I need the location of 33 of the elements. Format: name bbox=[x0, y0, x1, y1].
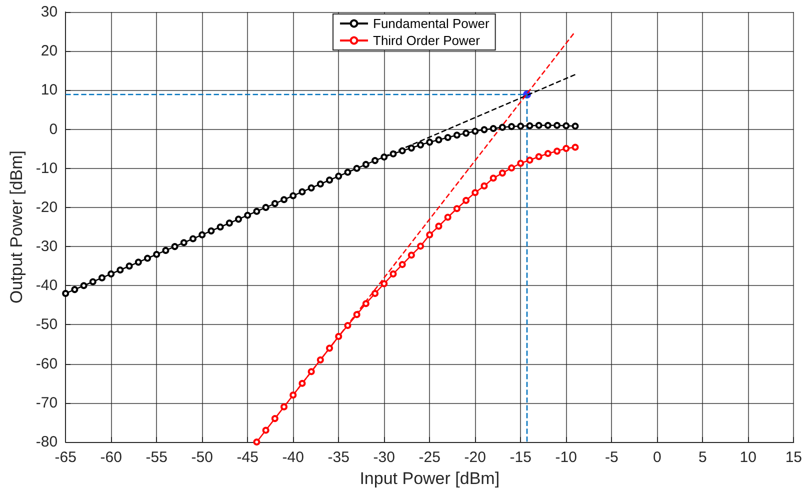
y-tick-label: -80 bbox=[36, 434, 58, 450]
y-tick-label: -60 bbox=[36, 355, 58, 372]
legend-label: Fundamental Power bbox=[373, 16, 490, 31]
x-tick-label: -15 bbox=[510, 449, 532, 466]
x-tick-label: -5 bbox=[604, 449, 618, 466]
y-tick-label: 30 bbox=[40, 4, 58, 20]
x-tick-label: -30 bbox=[373, 449, 395, 466]
legend-label: Third Order Power bbox=[373, 33, 481, 48]
x-tick-label: 10 bbox=[740, 449, 756, 466]
y-axis-title: Output Power [dBm] bbox=[7, 150, 26, 304]
x-tick-label: -10 bbox=[555, 449, 577, 466]
y-tick-label: -40 bbox=[36, 277, 58, 294]
y-tick-label: -10 bbox=[36, 160, 58, 177]
y-tick-label: 20 bbox=[40, 42, 58, 60]
x-tick-label: 5 bbox=[698, 449, 707, 466]
y-tick-label: -30 bbox=[36, 238, 58, 256]
x-tick-label: -35 bbox=[328, 449, 350, 466]
x-tick-label: -40 bbox=[282, 449, 304, 466]
x-tick-label: -55 bbox=[146, 449, 168, 466]
y-tick-label: -20 bbox=[36, 198, 58, 216]
y-tick-label: -50 bbox=[36, 316, 58, 334]
x-tick-label: 15 bbox=[785, 449, 802, 466]
x-tick-label: -65 bbox=[54, 449, 76, 466]
x-tick-label: -25 bbox=[418, 449, 440, 466]
y-tick-label: 0 bbox=[49, 120, 58, 138]
y-tick-label: 10 bbox=[40, 82, 58, 99]
x-tick-label: -45 bbox=[236, 449, 258, 466]
x-axis-title: Input Power [dBm] bbox=[360, 468, 500, 488]
x-tick-label: -20 bbox=[464, 449, 486, 466]
x-tick-label: -50 bbox=[191, 449, 213, 466]
x-tick-label: 0 bbox=[652, 449, 662, 466]
x-tick-label: -60 bbox=[100, 449, 122, 466]
y-tick-label: -70 bbox=[36, 394, 58, 412]
